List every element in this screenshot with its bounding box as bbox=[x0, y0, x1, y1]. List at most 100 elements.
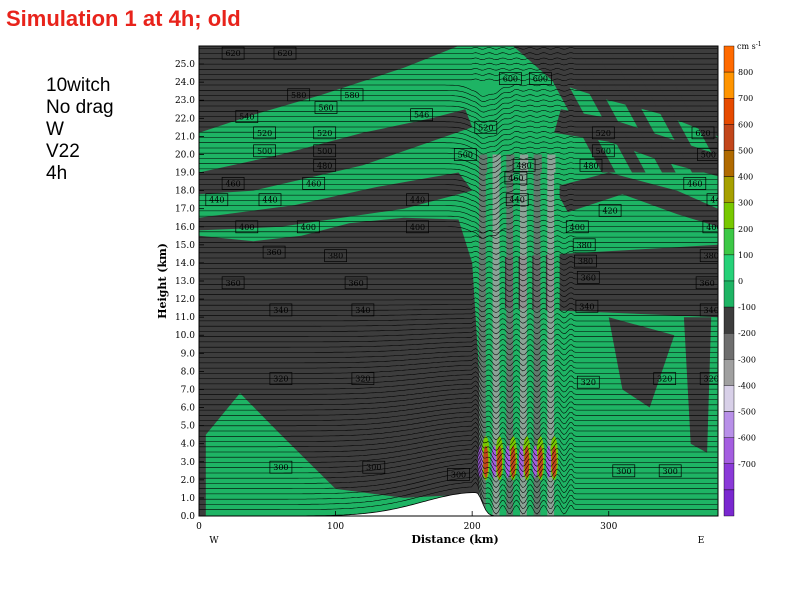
wave-updraft-column bbox=[526, 172, 533, 516]
isentrope-label-frame bbox=[351, 372, 375, 385]
isentrope-label: 400 bbox=[570, 223, 585, 232]
isentrope-label-frame bbox=[362, 460, 386, 474]
y-tick-label: 24.0 bbox=[175, 78, 195, 88]
isentrope-label-frame bbox=[221, 177, 245, 190]
near-ground-updraft-band bbox=[205, 393, 473, 516]
terrain-ridge bbox=[199, 492, 718, 516]
colorbar: 800 700 600 500 400 300 200 100 0 -100 -200 -300 -40… bbox=[723, 45, 756, 517]
isentrope bbox=[199, 47, 718, 50]
wave-downdraft-max bbox=[518, 445, 524, 478]
isentrope-label-frame bbox=[296, 220, 320, 234]
isentrope bbox=[199, 348, 718, 361]
wave-downdraft-max bbox=[546, 445, 552, 478]
isentrope-label: 320 bbox=[704, 375, 719, 384]
isentrope bbox=[199, 209, 718, 223]
isentrope-label-frame bbox=[574, 254, 597, 268]
y-tick-label: 1.0 bbox=[181, 494, 196, 504]
isentrope bbox=[199, 339, 718, 351]
y-axis: 0.0 1.0 2.0 3.0 4.0 5.0 6.0 7.0 8.0 9.0 10.0 11.0 12… bbox=[175, 60, 204, 522]
isentrope bbox=[199, 334, 718, 345]
colorbar-tick-label: 400 bbox=[738, 173, 753, 182]
isentrope-label: 420 bbox=[602, 207, 617, 216]
isentrope bbox=[199, 73, 718, 76]
isentrope-label: 380 bbox=[328, 252, 343, 261]
isentrope bbox=[199, 375, 718, 393]
colorbar-swatch bbox=[723, 385, 735, 412]
isentrope-label: 320 bbox=[657, 375, 672, 384]
wave-downdraft-column bbox=[533, 154, 542, 516]
isentrope-label-frame bbox=[653, 372, 677, 385]
y-tick-label: 2.0 bbox=[181, 476, 196, 486]
isentrope bbox=[199, 219, 718, 234]
isentrope bbox=[199, 42, 717, 44]
isentrope-label: 460 bbox=[225, 179, 240, 188]
colorbar-tick-label: 500 bbox=[738, 146, 753, 155]
isentrope-label: 460 bbox=[508, 174, 523, 183]
y-tick-label: 15.0 bbox=[175, 241, 195, 251]
colorbar-swatch bbox=[723, 280, 735, 308]
colorbar-swatch bbox=[723, 411, 735, 438]
isentrope bbox=[199, 183, 718, 197]
isentrope-label-frame bbox=[504, 171, 528, 185]
isentrope bbox=[199, 167, 718, 181]
wave-downdraft-max bbox=[532, 445, 538, 478]
isentrope-label-frame bbox=[591, 144, 615, 158]
isentrope-label: 600 bbox=[533, 75, 548, 84]
wave-downdraft-column bbox=[520, 154, 529, 516]
isentrope bbox=[199, 403, 718, 425]
isentrope-label-frame bbox=[253, 144, 276, 158]
isentrope bbox=[199, 463, 718, 494]
isentrope-label: 380 bbox=[704, 252, 719, 261]
isentrope-label: 580 bbox=[291, 91, 306, 100]
isentrope bbox=[199, 136, 718, 150]
isentrope-label-frame bbox=[351, 303, 375, 317]
isentrope-label: 380 bbox=[578, 257, 593, 266]
colorbar-swatch bbox=[723, 333, 735, 360]
isentrope bbox=[199, 83, 718, 97]
isentrope-label-frame bbox=[658, 464, 682, 478]
colorbar-swatch bbox=[723, 202, 735, 229]
wave-downdraft-column bbox=[506, 154, 515, 516]
isentrope-label-frame bbox=[302, 177, 326, 190]
isentrope-label: 340 bbox=[273, 306, 288, 315]
y-tick-label: 10.0 bbox=[175, 331, 195, 341]
isentrope-label-frame bbox=[205, 193, 229, 207]
isentrope bbox=[199, 125, 718, 139]
isentrope bbox=[199, 440, 718, 467]
isentrope bbox=[199, 366, 718, 382]
isentrope bbox=[199, 292, 718, 297]
isentrope bbox=[199, 173, 718, 186]
diagonal-wave-stripe bbox=[653, 46, 718, 165]
note-line: W bbox=[46, 119, 64, 140]
isentrope-label: 400 bbox=[239, 223, 254, 232]
isentrope bbox=[199, 261, 718, 266]
wave-downdraft-column bbox=[479, 154, 488, 516]
isentrope-label: 546 bbox=[414, 111, 429, 120]
isentrope bbox=[199, 152, 718, 165]
isentrope bbox=[199, 52, 718, 55]
isentrope-label-frame bbox=[474, 120, 498, 134]
isentrope-label: 340 bbox=[579, 302, 594, 311]
isentrope-label: 320 bbox=[581, 378, 596, 387]
isentrope-label: 520 bbox=[257, 129, 272, 138]
isentrope bbox=[199, 235, 718, 239]
colorbar-swatch bbox=[723, 45, 735, 73]
isentrope-label: 460 bbox=[306, 179, 321, 188]
isentrope bbox=[199, 426, 718, 451]
isentrope-label: 440 bbox=[510, 196, 525, 205]
wave-downdraft-column bbox=[492, 154, 501, 516]
note-line: No drag bbox=[46, 97, 114, 118]
y-tick-label: 4.0 bbox=[181, 440, 196, 450]
isentrope-label-frame bbox=[572, 238, 596, 252]
wave-updraft-column bbox=[554, 172, 560, 516]
y-tick-label: 22.0 bbox=[175, 114, 195, 124]
colorbar-tick-label: -700 bbox=[738, 460, 756, 469]
isentrope-label: 620 bbox=[225, 49, 240, 58]
isentrope bbox=[199, 162, 718, 176]
y-tick-label: 18.0 bbox=[175, 187, 195, 197]
colorbar-swatch bbox=[723, 437, 735, 465]
isentrope-label: 620 bbox=[277, 49, 292, 58]
isentrope-label-frame bbox=[273, 46, 297, 60]
isentrope bbox=[199, 68, 718, 71]
